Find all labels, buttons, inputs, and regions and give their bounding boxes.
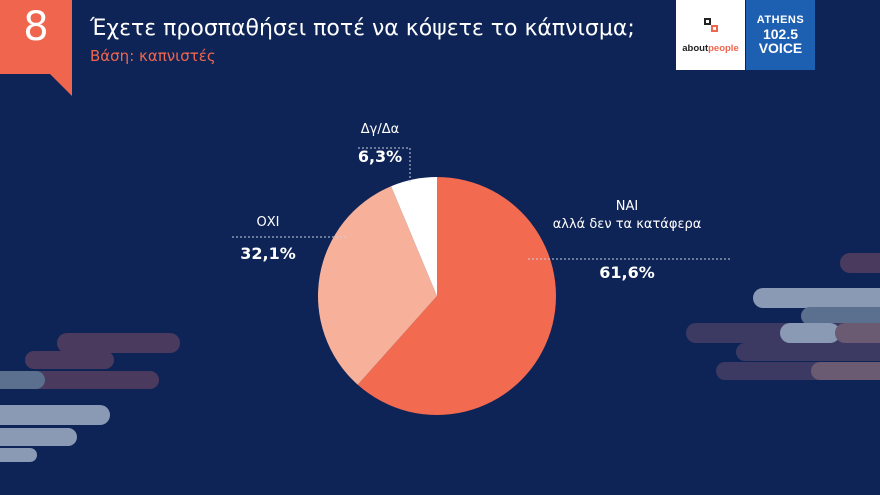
aboutpeople-logo-mark-icon	[704, 18, 718, 32]
question-number-badge	[0, 0, 72, 96]
slice-label-0-line-1: αλλά δεν τα κατάφερα	[553, 217, 702, 232]
leader-lines	[232, 147, 730, 260]
question-number: 8	[23, 4, 49, 50]
aboutpeople-logo-text: aboutpeople	[682, 43, 739, 54]
pie-slice-2	[391, 177, 437, 296]
pie-chart	[318, 177, 557, 416]
slice-value-label-1: 32,1%	[240, 244, 296, 263]
question-badge: 8	[0, 0, 72, 96]
slice-value-label-0: 61,6%	[599, 263, 655, 282]
pie-slice-0	[357, 177, 557, 416]
aboutpeople-logo: aboutpeople	[676, 0, 745, 70]
slice-value-label-2: 6,3%	[358, 147, 402, 166]
slice-labels: ΝΑΙ αλλά δεν τα κατάφερα 61,6% ΟΧΙ 32,1% Δγ/Δ…	[240, 122, 701, 282]
pie-slice-1	[318, 186, 437, 385]
page-subtitle: Βάση: καπνιστές	[90, 47, 216, 65]
decorative-stripes	[0, 253, 880, 462]
athens-logo-line1: ATHENS	[756, 14, 805, 26]
slice-label-2-line-0: Δγ/Δα	[361, 122, 399, 137]
athens-logo-line3: VOICE	[758, 40, 803, 56]
athens-voice-logo: ATHENS 102.5 VOICE	[746, 0, 815, 70]
slice-label-1-line-0: ΟΧΙ	[257, 215, 280, 230]
page-title: Έχετε προσπαθήσει ποτέ να κόψετε το κάπν…	[90, 16, 635, 41]
athens-logo-line2: 102.5	[762, 26, 799, 42]
slice-label-0-line-0: ΝΑΙ	[616, 199, 638, 214]
